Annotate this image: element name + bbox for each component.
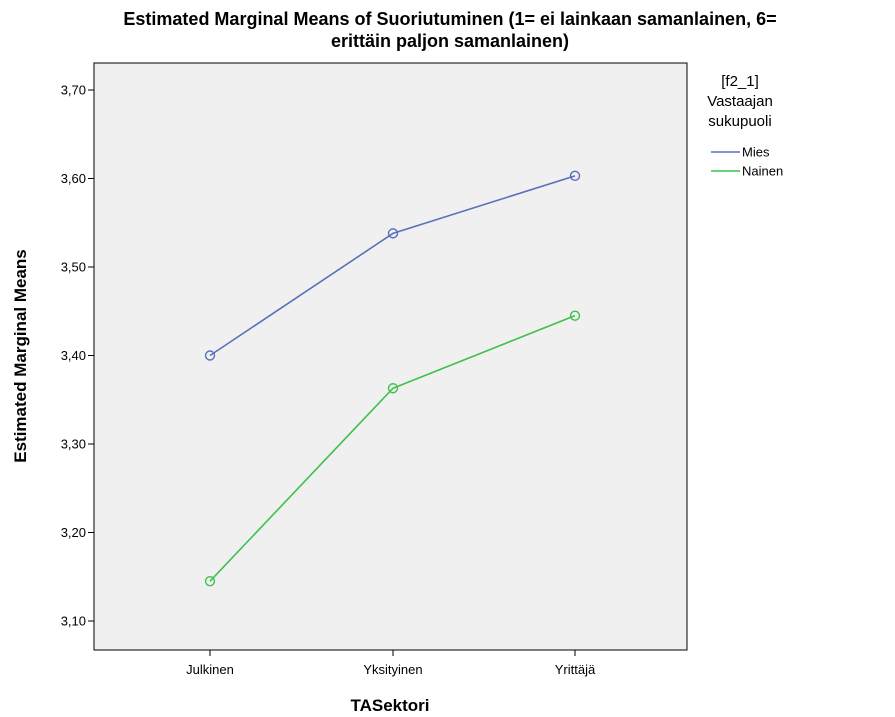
y-tick-label: 3,20 bbox=[61, 525, 86, 540]
legend-title-line2: Vastaajan bbox=[707, 93, 773, 110]
x-tick-label: Yksityinen bbox=[363, 662, 422, 677]
legend-label-mies: Mies bbox=[742, 145, 770, 160]
x-axis: Julkinen Yksityinen Yrittäjä bbox=[186, 650, 596, 677]
data-point-mies bbox=[387, 228, 399, 239]
x-tick-label: Yrittäjä bbox=[555, 662, 596, 677]
series-line-nainen bbox=[209, 314, 576, 582]
y-tick-label: 3,40 bbox=[61, 348, 86, 363]
y-tick-label: 3,70 bbox=[61, 83, 86, 98]
data-point-nainen bbox=[204, 575, 216, 587]
series-line-mies bbox=[209, 175, 576, 357]
chart-title-line2: erittäin paljon samanlainen) bbox=[331, 31, 569, 51]
legend-label-nainen: Nainen bbox=[742, 164, 783, 179]
legend-title-line3: sukupuoli bbox=[708, 113, 771, 130]
x-axis-title: TASektori bbox=[350, 696, 429, 715]
chart-title-line1: Estimated Marginal Means of Suoriutumine… bbox=[123, 9, 776, 29]
series-layer bbox=[204, 170, 581, 587]
y-tick-label: 3,50 bbox=[61, 260, 86, 275]
legend: [f2_1] Vastaajan sukupuoli Mies Nainen bbox=[707, 73, 783, 179]
legend-title-line1: [f2_1] bbox=[721, 73, 759, 90]
plot-area bbox=[93, 62, 688, 651]
y-tick-label: 3,10 bbox=[61, 614, 86, 629]
y-tick-label: 3,60 bbox=[61, 171, 86, 186]
y-tick-label: 3,30 bbox=[61, 437, 86, 452]
data-point-mies bbox=[204, 350, 216, 361]
data-point-nainen bbox=[569, 310, 581, 321]
data-point-mies bbox=[569, 170, 581, 182]
y-axis-title: Estimated Marginal Means bbox=[11, 249, 30, 463]
y-axis: 3,10 3,20 3,30 3,40 3,50 3,60 3,70 bbox=[61, 83, 94, 629]
data-point-nainen bbox=[387, 383, 399, 394]
x-tick-label: Julkinen bbox=[186, 662, 234, 677]
legend-items: Mies Nainen bbox=[711, 145, 783, 179]
